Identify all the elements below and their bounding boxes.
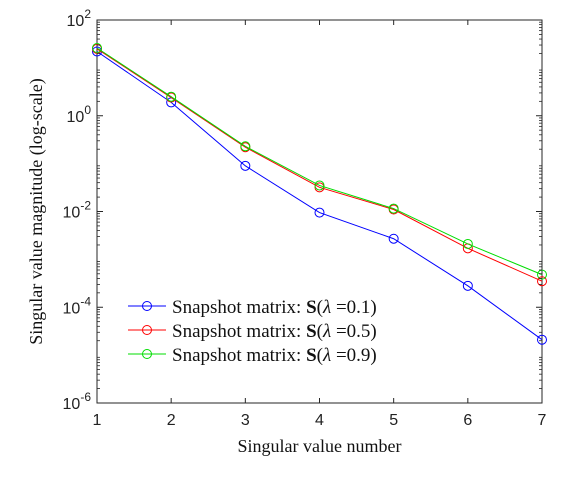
series-layer: [92, 43, 547, 345]
data-point: [537, 276, 547, 287]
data-point: [388, 233, 399, 244]
data-point: [462, 238, 473, 249]
data-point: [240, 160, 251, 171]
x-tick-label: 2: [167, 412, 176, 429]
legend-marker: [142, 349, 152, 359]
legend-marker: [142, 301, 152, 311]
legend-item: Snapshot matrix: S(λ =0.1): [128, 297, 377, 318]
y-tick-label: 10-4: [63, 294, 92, 317]
data-point: [92, 43, 102, 54]
x-tick-label: 4: [315, 412, 324, 429]
legend-label: Snapshot matrix: S(λ =0.1): [172, 297, 377, 318]
legend-label: Snapshot matrix: S(λ =0.9): [172, 345, 377, 366]
y-tick-label: 10-2: [63, 199, 92, 222]
data-point: [314, 207, 325, 218]
data-point: [314, 180, 325, 191]
x-tick-label: 5: [389, 412, 398, 429]
data-point: [166, 91, 177, 102]
series-line: [96, 47, 543, 276]
series-2: [92, 43, 547, 280]
legend: Snapshot matrix: S(λ =0.1) Snapshot matri…: [128, 297, 377, 366]
y-axis-label: Singular value magnitude (log-scale): [26, 78, 47, 344]
data-point: [388, 203, 399, 214]
y-tick-label: 102: [67, 7, 92, 30]
x-tick-label: 1: [93, 412, 102, 429]
legend-item: Snapshot matrix: S(λ =0.9): [128, 345, 377, 366]
x-axis-label: Singular value number: [238, 436, 402, 456]
axes-box: [96, 19, 543, 404]
legend-item: Snapshot matrix: S(λ =0.5): [128, 321, 377, 342]
legend-marker: [142, 325, 152, 335]
x-tick-label: 6: [463, 412, 472, 429]
ticks-layer: 1 2 3 4 5 6 7 10-6 10-4 10-2 100 102: [63, 7, 547, 429]
legend-label: Snapshot matrix: S(λ =0.5): [172, 321, 377, 342]
y-tick-label: 100: [67, 103, 92, 126]
x-tick-label: 3: [241, 412, 250, 429]
x-tick-label: 7: [538, 412, 547, 429]
data-point: [462, 280, 473, 291]
plot-area: [96, 19, 543, 404]
data-point: [537, 334, 547, 345]
y-tick-label: 10-6: [63, 390, 92, 413]
data-point: [240, 141, 251, 152]
